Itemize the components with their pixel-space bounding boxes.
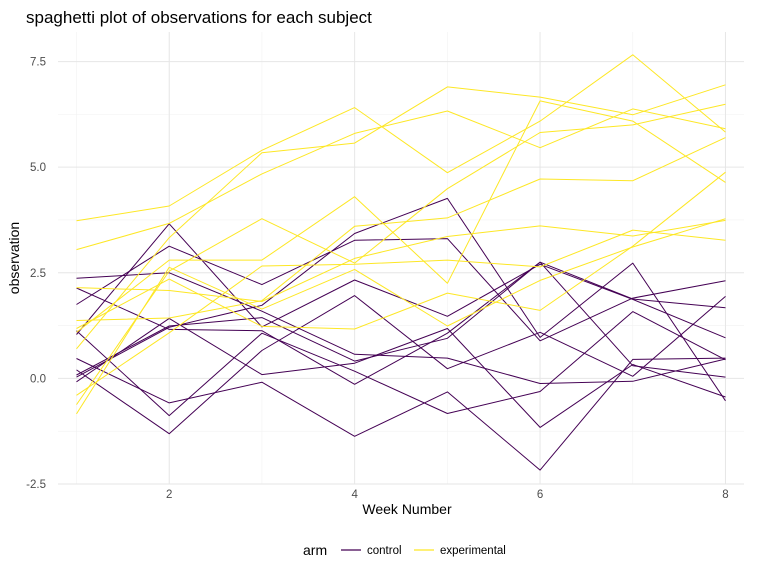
series-line-control: [76, 197, 726, 402]
y-tick-label: 0.0: [30, 373, 46, 385]
series-line-control: [76, 261, 726, 378]
series-line-experimental: [76, 103, 726, 405]
y-tick-label: -2.5: [26, 479, 46, 491]
series-line-experimental: [76, 84, 726, 350]
series-lines: [76, 54, 726, 471]
series-line-control: [76, 261, 726, 385]
series-line-experimental: [76, 137, 726, 321]
y-axis-title: observation: [6, 222, 22, 294]
legend-label-control: control: [367, 545, 402, 557]
y-tick-label: 5.0: [30, 162, 46, 174]
legend-label-experimental: experimental: [440, 545, 506, 557]
series-line-control: [76, 295, 726, 435]
series-line-experimental: [76, 171, 726, 330]
series-line-experimental: [76, 229, 726, 396]
series-line-control: [76, 357, 726, 471]
series-line-control: [76, 317, 726, 428]
series-line-experimental: [76, 219, 726, 302]
x-tick-label: 8: [722, 489, 728, 501]
y-tick-label: 7.5: [30, 57, 46, 69]
x-axis-title: Week Number: [362, 501, 452, 517]
series-line-control: [76, 272, 726, 384]
legend: arm control experimental: [303, 542, 506, 558]
series-line-experimental: [76, 108, 726, 251]
y-tick-label: 2.5: [30, 268, 46, 280]
x-tick-label: 2: [166, 489, 172, 501]
legend-title: arm: [303, 542, 327, 558]
x-tick-label: 6: [537, 489, 543, 501]
chart-title: spaghetti plot of observations for each …: [26, 8, 372, 27]
y-tick-labels: -2.5 0.0 2.5 5.0 7.5: [26, 57, 46, 491]
series-line-control: [76, 311, 726, 417]
series-line-experimental: [76, 218, 726, 415]
x-tick-label: 4: [351, 489, 358, 501]
x-tick-labels: 2 4 6 8: [166, 489, 729, 501]
series-line-experimental: [76, 54, 726, 222]
series-line-experimental: [76, 100, 726, 333]
